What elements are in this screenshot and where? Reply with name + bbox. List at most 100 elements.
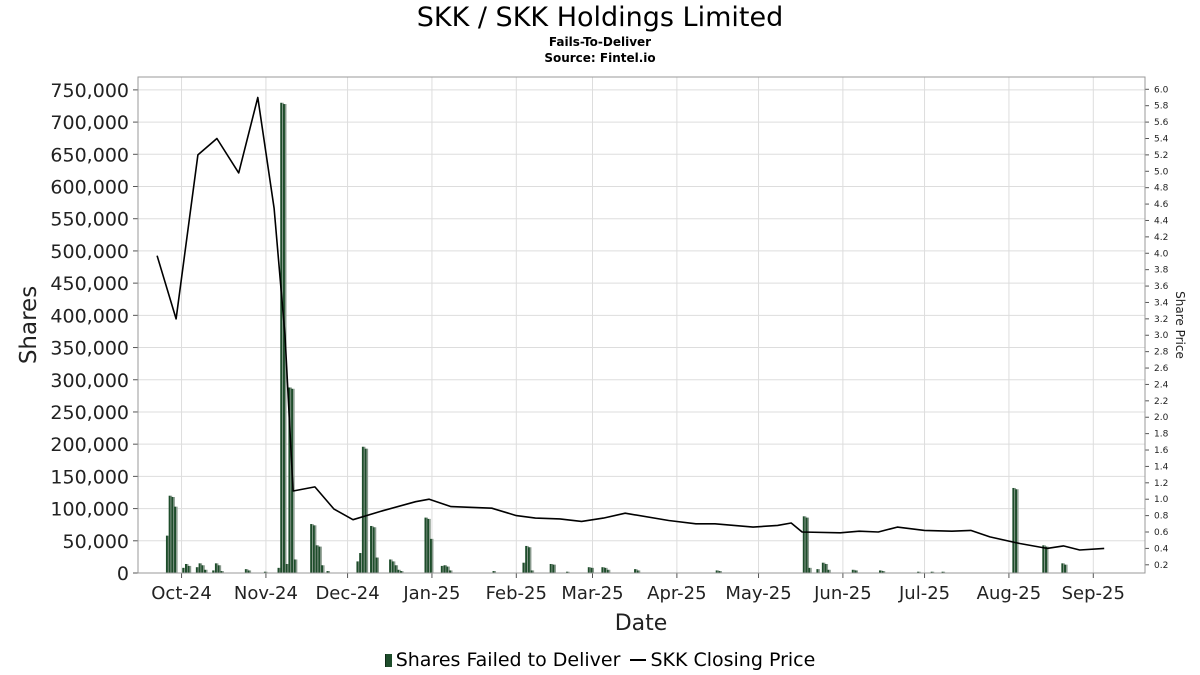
fails-bar <box>718 571 722 573</box>
y2-tick-label: 1.0 <box>1154 495 1169 505</box>
y-tick-label: 450,000 <box>50 273 129 295</box>
y-tick-label: 650,000 <box>50 144 129 166</box>
y2-tick-label: 1.2 <box>1154 479 1168 489</box>
closing-price-line <box>156 96 1105 551</box>
fails-bar-light <box>529 547 532 573</box>
x-tick-label: Aug-25 <box>977 583 1042 604</box>
fails-bar-dark <box>293 559 296 573</box>
fails-bar-dark <box>718 571 721 573</box>
y2-tick-label: 6.0 <box>1154 85 1169 95</box>
x-axis-title: Date <box>615 611 668 636</box>
fails-bar-dark <box>288 387 291 573</box>
fails-bar-dark <box>552 564 555 573</box>
fails-bar <box>930 571 935 573</box>
fails-bar <box>372 527 377 573</box>
fails-bar-dark <box>443 565 446 573</box>
y-tick-label: 0 <box>117 563 129 585</box>
fails-bar-dark <box>326 571 329 573</box>
y-axis-title: Shares <box>16 286 42 364</box>
y-tick-label: 350,000 <box>50 338 129 360</box>
fails-bar-light <box>1047 546 1049 573</box>
fails-bar <box>394 565 399 573</box>
fails-bar-dark <box>827 569 830 573</box>
fails-bar-dark <box>184 563 187 573</box>
fails-bar-dark <box>361 446 364 573</box>
fails-bar-light <box>883 571 886 573</box>
fails-bar-light <box>919 571 921 573</box>
y-tick-label: 700,000 <box>50 112 129 134</box>
fails-bar <box>590 567 595 573</box>
plot-area <box>138 77 1145 573</box>
fails-bar-light <box>826 563 829 573</box>
fails-bar-light <box>592 567 595 573</box>
legend-item-line: SKK Closing Price <box>626 649 815 671</box>
bar-swatch-icon <box>384 653 392 667</box>
fails-bar-light <box>807 517 810 573</box>
chart-source: Source: Fintel.io <box>544 51 656 65</box>
fails-bar-light <box>176 506 178 573</box>
fails-bar <box>816 569 820 573</box>
y2-tick-label: 2.2 <box>1154 397 1168 407</box>
x-tick-label: Apr-25 <box>647 583 706 604</box>
fails-bar-light <box>328 571 331 573</box>
fails-bar-light <box>856 570 859 573</box>
fails-bar-dark <box>370 525 373 573</box>
y2-tick-label: 5.6 <box>1154 118 1169 128</box>
fails-bar-dark <box>941 571 944 573</box>
fails-bar <box>247 570 252 573</box>
fails-bar <box>321 565 325 573</box>
fails-bar <box>530 570 535 573</box>
y-tick-label: 550,000 <box>50 209 129 231</box>
fails-bar-dark <box>1064 564 1067 573</box>
fails-bar-dark <box>715 570 718 573</box>
fails-bar-light <box>720 571 722 573</box>
fails-bar-dark <box>201 565 204 573</box>
fails-bar-dark <box>375 557 378 573</box>
fails-bar-dark <box>220 571 223 573</box>
y2-tick-label: 4.8 <box>1154 184 1169 194</box>
fails-bar <box>375 557 380 573</box>
fails-bar <box>636 570 641 573</box>
fails-bar <box>448 570 453 573</box>
y2-tick-label: 0.2 <box>1154 561 1168 571</box>
y-tick-label: 400,000 <box>50 305 129 327</box>
fails-bar <box>187 565 192 573</box>
fails-bar <box>1015 489 1019 573</box>
fails-bar-dark <box>280 102 283 573</box>
fails-bar-light <box>532 570 535 573</box>
x-tick-label: Oct-24 <box>151 583 212 604</box>
fails-bar-light <box>366 448 369 573</box>
fails-bar <box>318 546 322 573</box>
fails-bar-dark <box>527 547 530 573</box>
fails-bar-dark <box>394 565 397 573</box>
fails-bar-dark <box>321 565 324 573</box>
fails-bar-dark <box>310 524 313 573</box>
y2-tick-label: 4.2 <box>1154 233 1168 243</box>
fails-bar-dark <box>606 569 609 573</box>
fails-bar <box>293 559 298 573</box>
fails-bar-dark <box>1061 563 1064 573</box>
fails-bar-light <box>608 569 611 573</box>
fails-bar-dark <box>312 525 315 573</box>
fails-bar-dark <box>282 104 285 574</box>
fails-bar-dark <box>285 563 288 573</box>
fails-bar-dark <box>204 569 207 573</box>
fails-bar-light <box>494 571 497 573</box>
fails-bar-light <box>448 566 450 573</box>
chart-subtitle: Fails-To-Deliver <box>548 35 652 49</box>
fails-bar-dark <box>212 570 215 573</box>
fails-bar-dark <box>217 565 220 573</box>
plot-frame <box>137 76 1146 574</box>
fails-bar-dark <box>590 567 593 573</box>
fails-bar-dark <box>1015 489 1018 573</box>
chart-legend: Shares Failed to Deliver SKK Closing Pri… <box>0 648 1200 671</box>
fails-bar-light <box>323 565 325 573</box>
fails-bar <box>492 571 497 573</box>
fails-bar-dark <box>1045 546 1048 573</box>
fails-bar-light <box>249 570 252 573</box>
fails-bar-dark <box>214 563 217 573</box>
fails-bar-dark <box>1042 545 1045 573</box>
fails-bar <box>805 517 810 573</box>
fails-bar-dark <box>399 571 402 573</box>
fails-bar-dark <box>397 569 400 573</box>
